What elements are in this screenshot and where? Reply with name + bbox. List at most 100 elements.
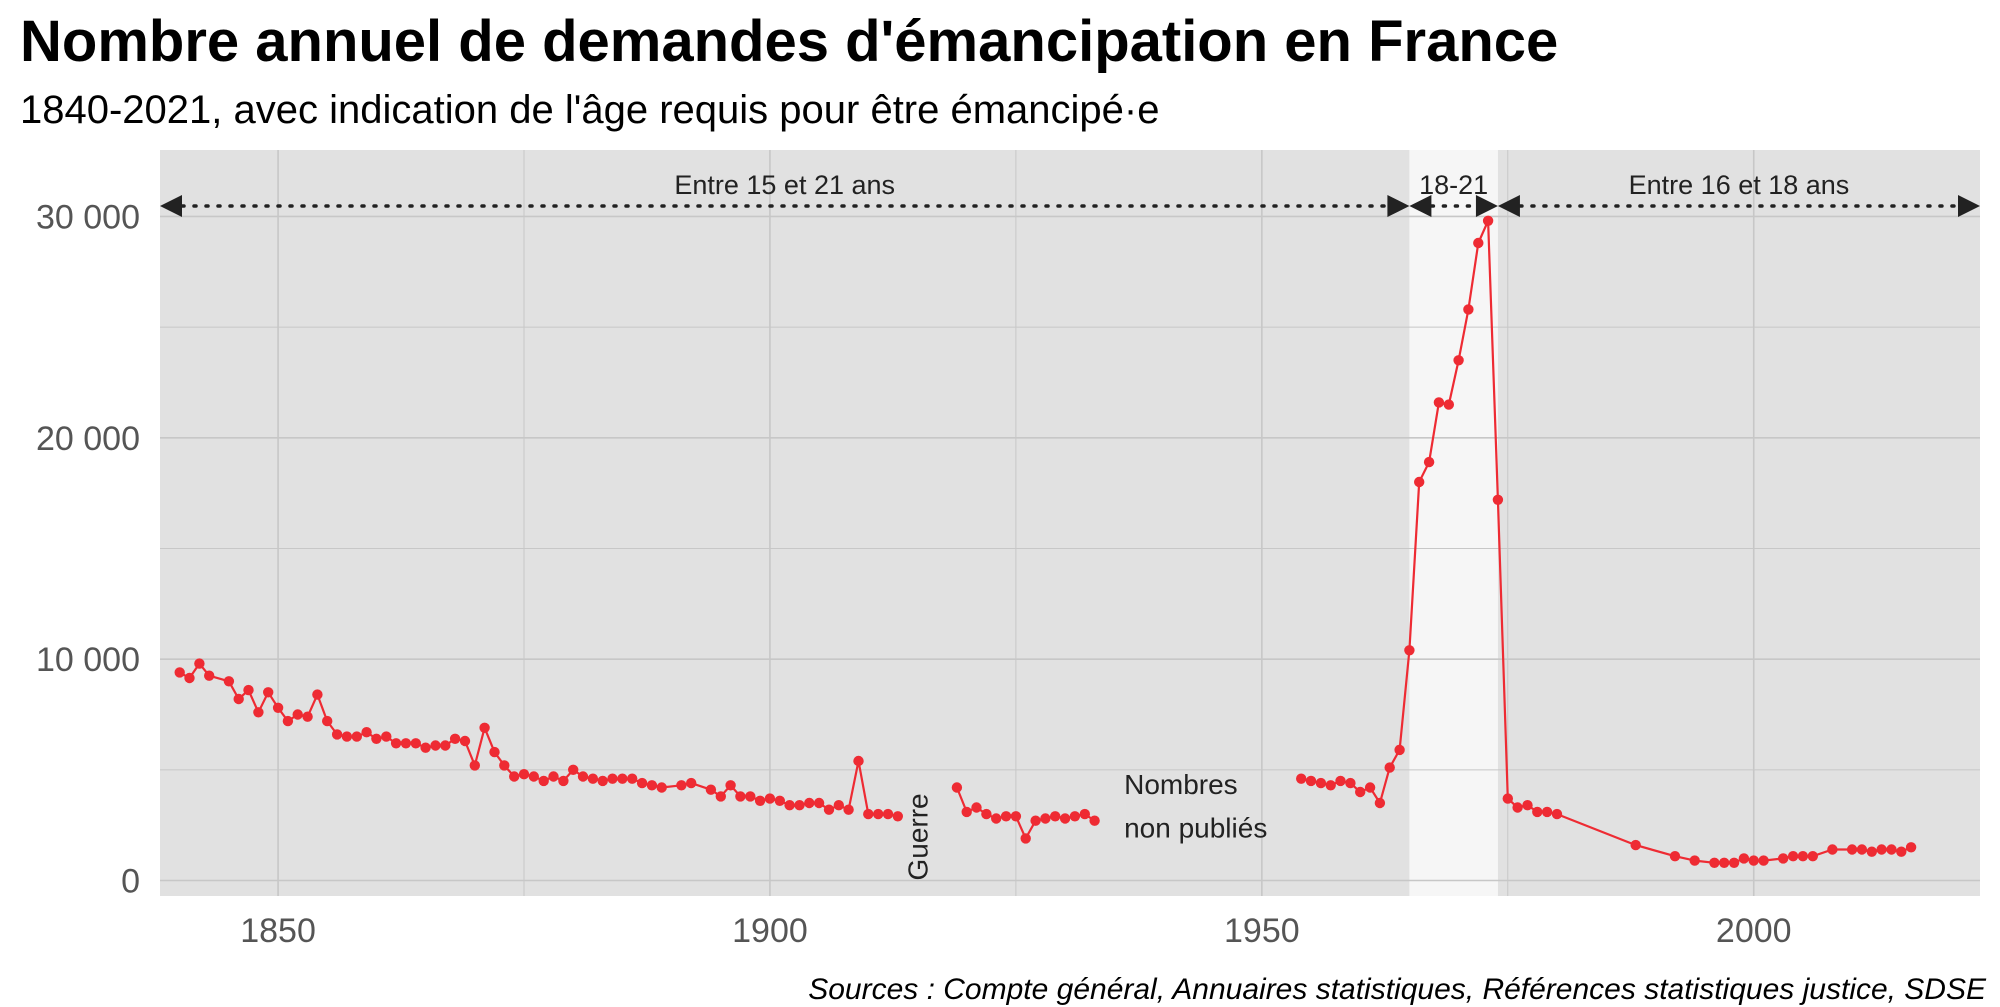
data-point (1335, 775, 1346, 787)
data-point (184, 672, 195, 684)
data-point (1345, 777, 1356, 789)
data-point (351, 731, 362, 742)
data-point (1404, 645, 1415, 656)
data-point (1384, 762, 1395, 773)
data-point (705, 784, 717, 795)
data-point (243, 684, 254, 696)
data-point (233, 693, 244, 705)
data-point (863, 808, 874, 820)
data-point (1758, 855, 1769, 866)
data-point (833, 800, 844, 811)
data-point (302, 711, 313, 722)
arrow-left-icon (1497, 195, 1520, 217)
y-tick-label: 10 000 (36, 641, 140, 679)
data-point (361, 727, 372, 738)
data-point (745, 791, 756, 802)
data-point (1079, 808, 1091, 820)
data-point (331, 729, 343, 740)
data-point (263, 687, 274, 698)
data-point (1856, 844, 1868, 855)
data-point (538, 775, 549, 787)
data-point (971, 802, 982, 813)
grid-lines (160, 150, 1980, 896)
data-point (1000, 811, 1012, 822)
age-period: 18-21 (1409, 170, 1498, 217)
data-point (1846, 844, 1858, 855)
data-point (636, 777, 648, 789)
data-point (1069, 811, 1081, 822)
data-point (873, 808, 884, 820)
data-point (1797, 851, 1809, 862)
data-point (1541, 806, 1553, 818)
data-point (489, 746, 500, 758)
data-point (1482, 215, 1494, 226)
data-point (1453, 355, 1464, 366)
data-point (617, 773, 628, 784)
data-point (754, 795, 766, 806)
data-point (1423, 456, 1435, 468)
data-point (627, 773, 638, 784)
plot-panel (160, 150, 1980, 896)
age-period: Entre 16 et 18 ans (1497, 170, 1980, 217)
age-period-label: Entre 15 et 21 ans (674, 170, 895, 200)
data-point (223, 676, 235, 687)
age-period-label: Entre 16 et 18 ans (1629, 170, 1850, 200)
data-point (1374, 797, 1386, 809)
data-point (509, 771, 520, 782)
data-point (882, 808, 894, 820)
data-point (1433, 397, 1445, 408)
data-point (1010, 811, 1022, 822)
data-point (1059, 813, 1071, 824)
data-point (774, 795, 785, 806)
annotation-nombres2: non publiés (1124, 812, 1267, 843)
data-point (646, 780, 658, 791)
data-point (1709, 857, 1720, 868)
data-point (420, 742, 431, 753)
data-point (676, 780, 687, 791)
data-point (1748, 855, 1759, 866)
data-point (1305, 775, 1317, 787)
data-point (1866, 846, 1878, 857)
data-point (764, 793, 776, 804)
y-tick-label: 0 (121, 863, 140, 901)
data-point (1778, 853, 1789, 864)
data-point (174, 667, 185, 678)
data-point (381, 731, 392, 742)
data-point (1364, 782, 1376, 793)
arrow-right-icon (1958, 195, 1980, 217)
age-period: Entre 15 et 21 ans (160, 170, 1410, 217)
data-point (440, 740, 451, 751)
data-point (1355, 786, 1366, 798)
data-point (1807, 851, 1819, 862)
data-point (204, 670, 215, 681)
chart-title: Nombre annuel de demandes d'émancipation… (20, 9, 1559, 74)
data-point (469, 760, 480, 771)
data-point (1040, 813, 1051, 824)
data-point (1689, 855, 1700, 866)
data-point (1089, 815, 1100, 826)
age-period-label: 18-21 (1419, 170, 1488, 200)
data-point (1522, 800, 1533, 811)
y-tick-label: 30 000 (36, 198, 140, 236)
data-point (1030, 815, 1041, 826)
y-axis-ticks: 0 10 000 20 000 30 000 (36, 198, 140, 900)
data-point (784, 800, 795, 811)
data-point (1738, 853, 1750, 864)
data-point (991, 813, 1002, 824)
arrow-right-icon (1475, 195, 1498, 217)
data-point (1551, 808, 1563, 820)
data-point (1315, 777, 1327, 789)
data-point (548, 771, 559, 782)
data-point (715, 791, 726, 802)
arrow-left-icon (1409, 195, 1432, 217)
data-point (322, 715, 333, 727)
data-point (1787, 851, 1799, 862)
data-point (430, 740, 441, 751)
data-point (1473, 237, 1484, 249)
data-point (1502, 793, 1514, 804)
data-point (194, 658, 205, 669)
x-axis-ticks: 1850 1900 1950 2000 (240, 912, 1791, 950)
data-point (1728, 857, 1740, 868)
annotation-guerre: Guerre (902, 793, 933, 880)
